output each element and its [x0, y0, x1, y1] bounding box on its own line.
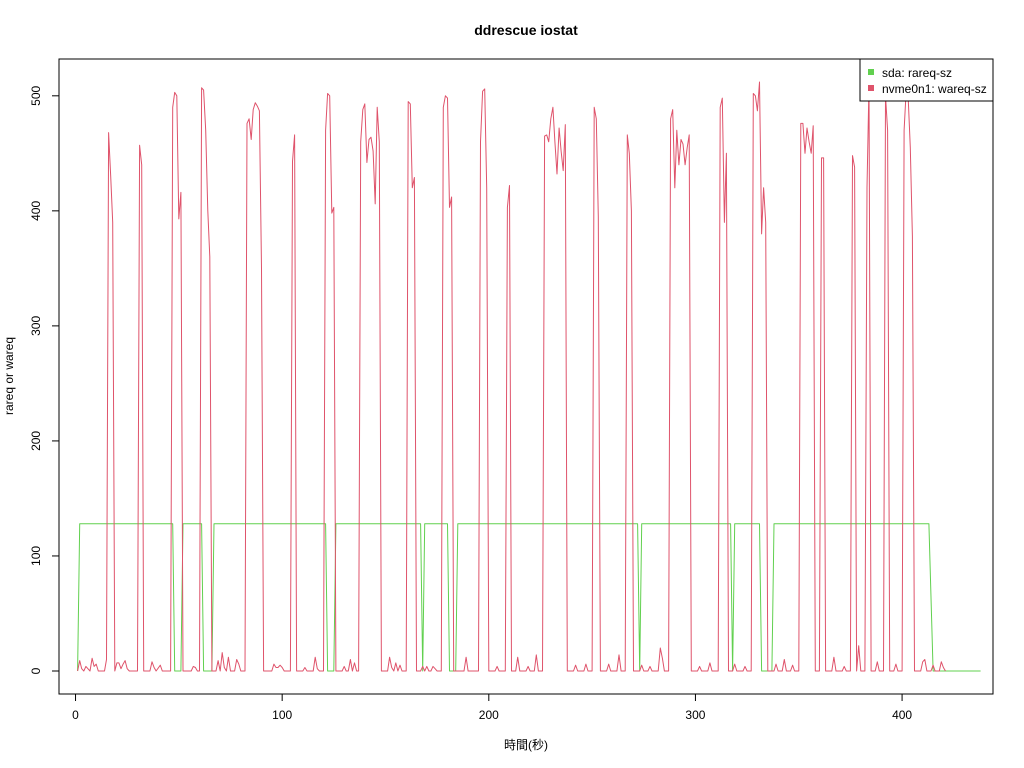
chart-title: ddrescue iostat — [474, 22, 578, 38]
y-tick-label: 200 — [29, 431, 43, 451]
y-tick-label: 0 — [29, 667, 43, 674]
x-tick-label: 100 — [272, 708, 292, 722]
legend-swatch-nvme — [868, 85, 874, 91]
x-tick-label: 0 — [72, 708, 79, 722]
plot-area-border — [58, 58, 994, 695]
series-layer — [77, 81, 981, 672]
legend-swatch-sda — [868, 69, 874, 75]
y-axis: 0 100 200 300 400 500 — [29, 85, 60, 674]
legend-label-nvme: nvme0n1: wareq-sz — [882, 82, 987, 96]
legend: sda: rareq-sz nvme0n1: wareq-sz — [859, 58, 994, 102]
x-tick-label: 300 — [685, 708, 705, 722]
series-line-0 — [77, 523, 981, 672]
x-axis: 0 100 200 300 400 — [72, 693, 912, 722]
x-axis-label: 時間(秒) — [504, 738, 548, 752]
x-tick-label: 400 — [892, 708, 912, 722]
series-line-1 — [77, 81, 946, 672]
y-axis-label: rareq or wareq — [2, 337, 16, 415]
x-tick-label: 200 — [479, 708, 499, 722]
y-tick-label: 500 — [29, 85, 43, 105]
legend-label-sda: sda: rareq-sz — [882, 66, 952, 80]
y-tick-label: 300 — [29, 316, 43, 336]
y-tick-label: 400 — [29, 201, 43, 221]
y-tick-label: 100 — [29, 546, 43, 566]
legend-box — [859, 58, 994, 102]
